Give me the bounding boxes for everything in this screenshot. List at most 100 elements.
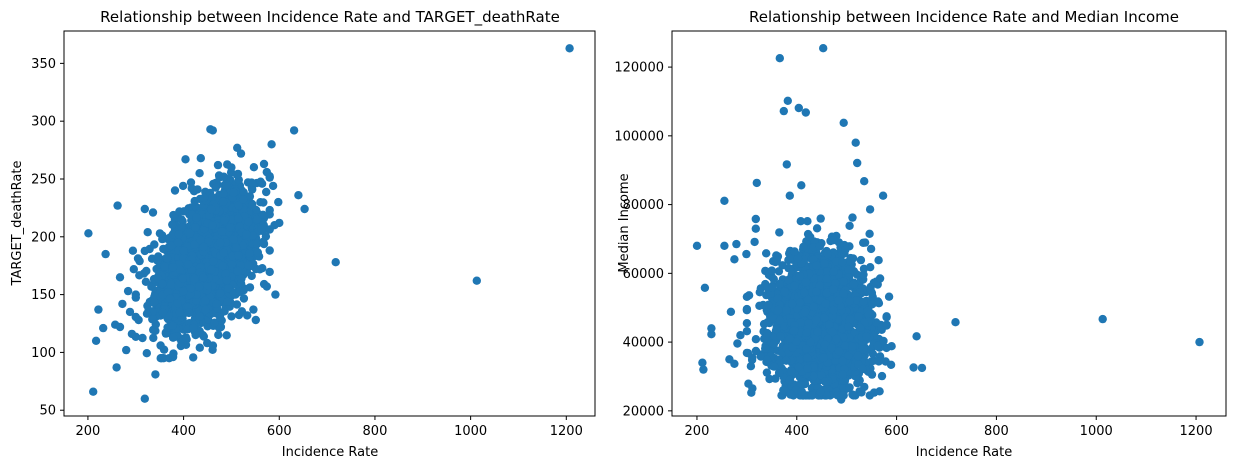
data-point (220, 307, 229, 316)
data-point (138, 333, 147, 343)
data-point (331, 258, 340, 267)
data-point (198, 330, 207, 340)
data-point (140, 394, 149, 403)
data-point (168, 220, 177, 229)
data-point (816, 214, 825, 223)
data-point (253, 248, 262, 257)
data-point (239, 188, 248, 197)
x-axis: 200 400 600 800 1000 1200 (76, 416, 583, 439)
data-point (168, 263, 178, 272)
data-point (258, 210, 268, 219)
y-tick-label: 350 (31, 57, 56, 72)
data-point (234, 201, 243, 210)
data-point (168, 230, 178, 239)
data-point (156, 341, 165, 350)
data-point (257, 224, 266, 233)
chart-panel-death-rate: Relationship between Incidence Rate and … (10, 8, 596, 460)
data-point (151, 326, 160, 335)
data-point (248, 185, 257, 194)
data-point (165, 294, 175, 303)
data-point (150, 298, 159, 307)
data-point (877, 371, 887, 381)
data-point (190, 196, 199, 206)
x-tick-label: 800 (363, 424, 388, 439)
data-point (245, 249, 254, 258)
data-point (181, 155, 190, 164)
data-point (221, 269, 230, 278)
data-point (189, 323, 198, 333)
data-point (289, 126, 299, 135)
data-point (249, 163, 259, 172)
data-point (175, 265, 185, 274)
data-point (194, 282, 204, 292)
data-point (227, 312, 236, 321)
data-point (784, 275, 793, 285)
data-point (122, 345, 131, 355)
data-point (223, 297, 232, 306)
data-point (192, 290, 201, 299)
data-point (755, 288, 764, 297)
data-point (167, 241, 176, 251)
data-point (218, 197, 228, 206)
data-point (259, 198, 268, 207)
data-point (864, 310, 873, 319)
data-point (176, 341, 186, 351)
data-point (271, 290, 280, 299)
data-point (222, 331, 231, 340)
data-point (238, 195, 248, 204)
data-point (844, 351, 853, 360)
data-point (208, 221, 217, 230)
data-point (173, 238, 183, 247)
data-point (89, 387, 98, 396)
data-point (179, 246, 188, 256)
data-point (238, 241, 248, 250)
data-point (262, 187, 271, 197)
data-point (762, 368, 772, 377)
data-point (166, 280, 176, 289)
data-point (248, 201, 257, 210)
data-point (270, 221, 279, 230)
data-point (251, 315, 260, 325)
data-point (247, 178, 256, 187)
data-point (185, 228, 195, 238)
data-point (129, 265, 138, 274)
data-point (233, 266, 243, 276)
data-point (212, 299, 221, 308)
data-point (175, 308, 184, 317)
data-point (101, 249, 110, 259)
data-point (193, 185, 202, 194)
data-point (195, 169, 204, 178)
y-tick-label: 100 (31, 346, 56, 361)
data-point (115, 322, 125, 332)
data-point (857, 388, 866, 397)
data-point (742, 304, 752, 314)
data-point (168, 321, 177, 330)
y-tick-label: 200 (31, 230, 56, 245)
data-point (226, 223, 235, 232)
data-point (239, 294, 249, 303)
data-point (190, 240, 199, 249)
data-point (831, 257, 841, 266)
data-point (249, 305, 258, 314)
data-point (178, 181, 188, 191)
data-point (84, 229, 93, 238)
data-point (778, 261, 787, 270)
data-point (236, 149, 246, 158)
data-point (149, 333, 158, 343)
data-point (268, 181, 278, 191)
data-point (173, 299, 182, 308)
data-point (235, 287, 244, 297)
data-point (211, 183, 220, 192)
data-point (747, 388, 756, 397)
data-point (115, 273, 125, 282)
data-point (112, 363, 121, 372)
data-point (257, 179, 267, 188)
data-point (208, 257, 218, 266)
data-point (179, 287, 188, 296)
data-point (199, 273, 208, 282)
x-axis-label: Incidence Rate (282, 445, 378, 460)
data-point (274, 197, 283, 207)
data-point (796, 355, 805, 364)
data-point (812, 224, 822, 233)
data-point (160, 262, 170, 271)
